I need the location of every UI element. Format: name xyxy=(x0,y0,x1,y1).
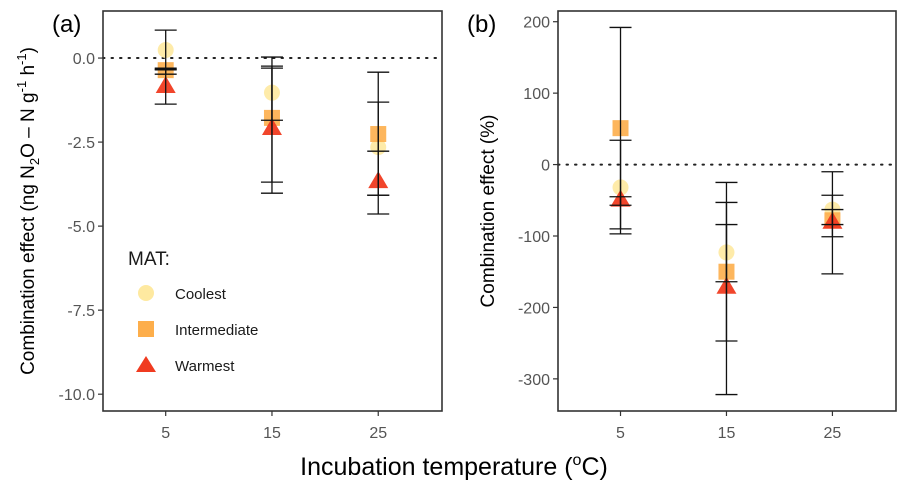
y-tick-label: -2.5 xyxy=(67,135,95,152)
xlabel-main: Incubation temperature ( xyxy=(300,453,573,481)
ylabel-a-part: Combination effect (ng N xyxy=(18,165,39,375)
xlabel-sup: o xyxy=(573,452,582,469)
y-tick-label: -300 xyxy=(518,372,550,389)
legend-label-warmest: Warmest xyxy=(175,358,235,375)
legend-label-intermediate: Intermediate xyxy=(175,322,258,339)
y-tick-label: -7.5 xyxy=(67,303,95,320)
ylabel-a-part: h xyxy=(18,65,39,81)
x-tick-label: 15 xyxy=(263,425,281,442)
ylabel-a-sup: -1 xyxy=(14,53,29,65)
xlabel-tail: C) xyxy=(581,453,607,481)
x-tick-label: 15 xyxy=(718,425,736,442)
panel-a-label: (a) xyxy=(52,11,81,38)
panel-b-y-axis-label: Combination effect (%) xyxy=(478,115,499,308)
x-tick-label: 5 xyxy=(161,425,170,442)
legend: MAT: Coolest Intermediate Warmest xyxy=(128,249,258,375)
legend-circle-icon xyxy=(138,285,154,301)
plot-area-a: 0.0 -2.5 -5.0 -7.5 -10.0 5 15 25 xyxy=(59,10,443,442)
legend-square-icon xyxy=(138,321,154,337)
panel-a: (a) Combination effect (ng N2O – N g-1 h… xyxy=(14,10,443,442)
plot-area-b: 200 100 0 -100 -200 -300 5 15 25 xyxy=(518,10,897,442)
y-tick-label: -5.0 xyxy=(67,219,95,236)
y-tick-label: 100 xyxy=(523,86,550,103)
x-tick-label: 25 xyxy=(824,425,842,442)
plot-frame xyxy=(102,10,443,412)
panel-b-label: (b) xyxy=(467,11,496,38)
ylabel-a-part: O – N g xyxy=(18,92,39,157)
legend-label-coolest: Coolest xyxy=(175,286,227,303)
y-tick-label: 0.0 xyxy=(73,51,95,68)
ylabel-a-sup: -1 xyxy=(14,81,29,93)
y-tick-label: 0 xyxy=(541,158,550,175)
ylabel-a-sub: 2 xyxy=(27,158,42,165)
y-tick-label: -200 xyxy=(518,300,550,317)
panel-b: (b) Combination effect (%) 200 100 0 -100 -2… xyxy=(467,10,897,442)
ylabel-a-part: ) xyxy=(18,47,39,53)
y-tick-label: -100 xyxy=(518,229,550,246)
panel-a-y-axis-label: Combination effect (ng N2O – N g-1 h-1) xyxy=(14,47,42,375)
y-tick-label: 200 xyxy=(523,15,550,32)
x-tick-label: 25 xyxy=(369,425,387,442)
x-tick-label: 5 xyxy=(616,425,625,442)
legend-triangle-icon xyxy=(136,356,156,372)
x-axis-label: Incubation temperature (oC) xyxy=(300,452,608,481)
y-tick-label: -10.0 xyxy=(59,387,96,404)
legend-title: MAT: xyxy=(128,249,170,270)
plot-frame xyxy=(557,10,897,412)
